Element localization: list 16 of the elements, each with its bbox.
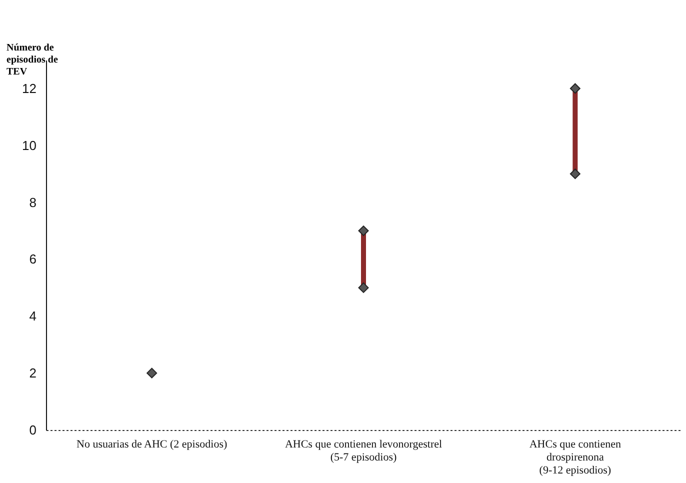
x-tick-label: No usuarias de AHC (2 episodios): [76, 438, 228, 450]
y-axis-title: Número de episodios de TEV: [6, 42, 58, 78]
y-tick-label: 0: [29, 422, 36, 438]
y-tick-label: 4: [29, 308, 36, 324]
point: [358, 282, 369, 293]
y-tick-label: 12: [22, 80, 36, 96]
y-tick-label: 6: [29, 252, 36, 267]
x-tick-label: AHCs que contienen levonorgestrel (5-7 episodios): [284, 438, 442, 464]
point: [146, 368, 158, 378]
y-tick-label: 2: [29, 366, 36, 381]
point: [570, 168, 580, 180]
y-tick-label: 8: [29, 194, 36, 210]
x-tick-label: AHCs que contienen drospirenona (9-12 episodios): [529, 438, 622, 476]
point: [358, 226, 369, 236]
y-tick-label: 10: [22, 138, 36, 153]
point: [570, 83, 580, 94]
